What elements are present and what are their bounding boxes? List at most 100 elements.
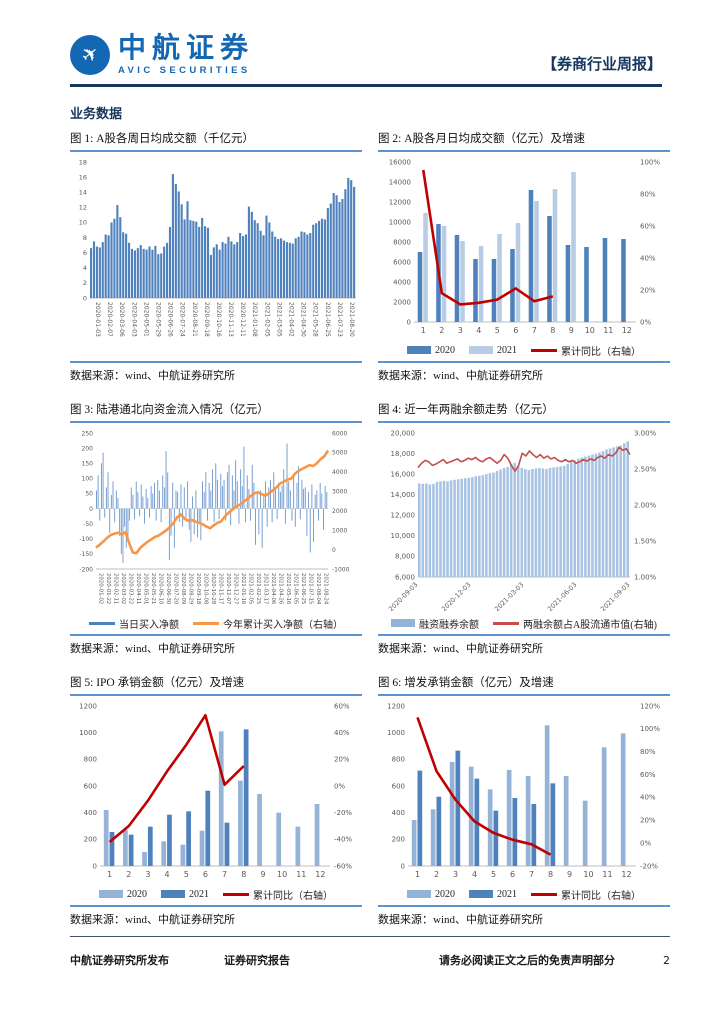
brand-name: 中航证券	[118, 32, 255, 63]
page-number: 2	[663, 954, 670, 967]
legend-bar-swatch	[99, 890, 123, 898]
svg-text:2021-02-25: 2021-02-25	[255, 573, 261, 604]
svg-text:-100: -100	[79, 536, 93, 543]
svg-text:600: 600	[84, 782, 97, 790]
svg-text:2021-04-30: 2021-04-30	[300, 302, 307, 337]
svg-text:1200: 1200	[79, 702, 97, 710]
svg-text:6: 6	[513, 326, 518, 335]
figure-2-title: 图 2: A股各月日均成交额（亿元）及增速	[378, 128, 670, 152]
svg-text:1.50%: 1.50%	[634, 537, 657, 545]
svg-text:7: 7	[532, 326, 537, 335]
svg-text:2021-04-06: 2021-04-06	[270, 573, 276, 605]
svg-text:4: 4	[165, 870, 170, 879]
svg-text:11: 11	[602, 870, 612, 879]
svg-text:0: 0	[83, 294, 87, 302]
page-footer: 中航证券研究所发布 证券研究报告 请务必阅读正文之后的免责声明部分 2	[70, 936, 670, 968]
svg-text:2020-01-03: 2020-01-03	[94, 302, 101, 337]
legend-line-swatch	[89, 621, 115, 625]
figure-6-legend: 2020 2021 累计同比（右轴）	[378, 887, 670, 905]
figure-3-block: 图 3: 陆港通北向资金流入情况（亿元） -200 -150 -100 -50 0 50 1…	[70, 399, 362, 656]
svg-text:2020-11-13: 2020-11-13	[227, 302, 234, 337]
svg-text:11: 11	[603, 326, 613, 335]
svg-text:2020-10-16: 2020-10-16	[215, 302, 222, 337]
svg-text:2000: 2000	[332, 508, 347, 515]
svg-text:1000: 1000	[387, 729, 405, 737]
svg-text:2020-09-18: 2020-09-18	[195, 573, 201, 605]
svg-text:6: 6	[203, 870, 208, 879]
legend-bar-swatch	[469, 890, 493, 898]
figure-5-legend: 2020 2021 累计同比（右轴）	[70, 887, 362, 905]
legend-bar-swatch	[407, 890, 431, 898]
footer-disclaimer: 请务必阅读正文之后的免责声明部分	[439, 955, 615, 967]
svg-text:2020-05-21: 2020-05-21	[150, 573, 156, 604]
svg-text:6,000: 6,000	[395, 573, 415, 581]
report-header: ✈ 中航证券 AVIC SECURITIES 【券商行业周报】	[70, 34, 662, 87]
svg-text:0%: 0%	[334, 782, 345, 790]
svg-text:6000: 6000	[332, 430, 347, 437]
svg-text:100%: 100%	[640, 158, 660, 166]
figure-6-block: 图 6: 增发承销金额（亿元）及增速 0 200 400 600 800 1000 1200…	[378, 672, 670, 927]
svg-text:1200: 1200	[387, 702, 405, 710]
svg-text:5: 5	[184, 870, 189, 879]
svg-text:2021-09-03: 2021-09-03	[599, 580, 631, 610]
legend-bar-swatch	[407, 346, 431, 354]
legend-label: 2021	[497, 344, 517, 356]
legend-line-swatch	[531, 892, 557, 896]
svg-text:16000: 16000	[389, 158, 411, 166]
svg-text:16: 16	[79, 173, 87, 181]
legend-item: 累计同比（右轴）	[223, 887, 333, 902]
legend-item: 累计同比（右轴）	[531, 887, 641, 902]
svg-text:2020-01-22: 2020-01-22	[105, 573, 111, 604]
footer-publisher: 中航证券研究所发布	[70, 955, 169, 967]
figure-6-source: 数据来源：wind、中航证券研究所	[378, 904, 670, 927]
svg-text:2020-12-07: 2020-12-07	[225, 573, 231, 604]
svg-text:800: 800	[84, 755, 97, 763]
svg-text:150: 150	[82, 460, 94, 467]
svg-text:100%: 100%	[640, 725, 660, 733]
legend-item: 累计同比（右轴）	[531, 343, 641, 358]
figure-1-source: 数据来源：wind、中航证券研究所	[70, 360, 362, 383]
svg-text:1000: 1000	[79, 729, 97, 737]
svg-text:1: 1	[421, 326, 426, 335]
legend-label: 2021	[189, 888, 209, 900]
svg-text:2020-03-22: 2020-03-22	[128, 573, 134, 604]
svg-text:2000: 2000	[393, 298, 411, 306]
svg-text:3: 3	[458, 326, 463, 335]
svg-text:1: 1	[415, 870, 420, 879]
svg-text:2021-06-25: 2021-06-25	[300, 573, 306, 604]
svg-text:2020-05-01: 2020-05-01	[142, 302, 149, 337]
svg-text:12,000: 12,000	[391, 511, 416, 519]
svg-text:0: 0	[332, 546, 336, 553]
svg-text:2021-03-05: 2021-03-05	[275, 302, 282, 337]
svg-text:2020-03-06: 2020-03-06	[118, 302, 125, 337]
figure-5-chart: 0 200 400 600 800 1000 1200 -60% -40% -20% 0% 20% 40…	[70, 698, 362, 887]
svg-text:2020-09-03: 2020-09-03	[387, 580, 419, 610]
svg-text:2: 2	[83, 279, 87, 287]
figure-4-chart: 6,000 8,000 10,000 12,000 14,000 16,000 18,000…	[378, 425, 670, 616]
svg-text:12: 12	[79, 203, 87, 211]
svg-text:2021-05-16: 2021-05-16	[285, 573, 291, 605]
legend-item: 今年累计买入净额（右轴）	[193, 616, 343, 631]
svg-text:3: 3	[453, 870, 458, 879]
legend-item: 当日买入净额	[89, 616, 179, 631]
legend-item: 2020	[99, 889, 147, 900]
svg-text:20%: 20%	[640, 816, 656, 824]
svg-text:80%: 80%	[640, 748, 656, 756]
svg-text:2021-03-03: 2021-03-03	[493, 580, 525, 610]
figure-1-title: 图 1: A股各周日均成交额（千亿元）	[70, 128, 362, 152]
svg-text:2: 2	[434, 870, 439, 879]
svg-text:2020-12-03: 2020-12-03	[440, 580, 472, 610]
svg-text:10: 10	[79, 218, 87, 226]
report-tag: 【券商行业周报】	[541, 56, 662, 73]
legend-item: 2020	[407, 345, 455, 356]
svg-text:40%: 40%	[334, 729, 350, 737]
figure-1-block: 图 1: A股各周日均成交额（千亿元） 0 2 4 6 8 10 12 14 16 18 2020-…	[70, 128, 362, 383]
figure-3-source: 数据来源：wind、中航证券研究所	[70, 633, 362, 656]
avic-logo: ✈ 中航证券 AVIC SECURITIES	[70, 34, 254, 76]
paper-plane-icon: ✈	[76, 41, 104, 69]
svg-text:-60%: -60%	[334, 862, 352, 870]
svg-text:2021-07-15: 2021-07-15	[307, 573, 313, 604]
svg-text:2020-08-21: 2020-08-21	[191, 302, 198, 337]
svg-text:2021-01-16: 2021-01-16	[240, 573, 246, 605]
svg-text:5: 5	[495, 326, 500, 335]
